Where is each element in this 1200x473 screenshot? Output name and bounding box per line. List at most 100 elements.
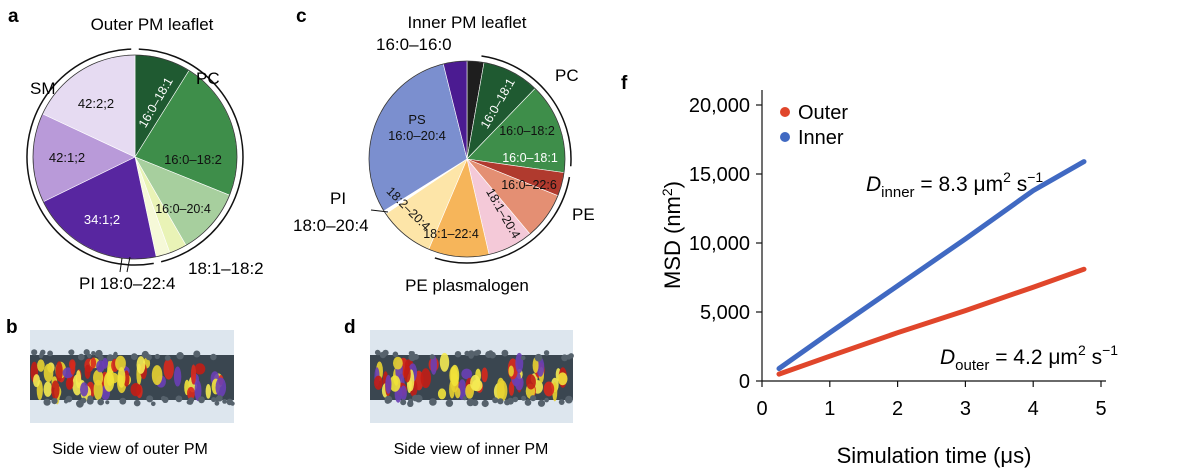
y-axis-label: MSD (nm2) xyxy=(659,181,685,289)
pie-c-slice-label-4: 16:0–22:6 xyxy=(501,178,557,192)
pie-a-outline xyxy=(32,54,238,260)
membrane-b-headgroup xyxy=(43,398,51,406)
pie-c-label-pi-line1: PI xyxy=(330,189,346,208)
membrane-d-lipid xyxy=(454,387,461,399)
pie-c-label-pe: PE xyxy=(572,205,595,224)
membrane-b-lipid xyxy=(43,363,54,383)
membrane-b-headgroup xyxy=(146,395,154,403)
membrane-b-headgroup xyxy=(76,399,84,408)
equation-inner: Dinner = 8.3 μm2 s−1 xyxy=(866,169,1043,201)
membrane-d-lipid xyxy=(472,379,483,392)
membrane-b-headgroup xyxy=(188,397,195,403)
membrane-b-lipid xyxy=(51,380,60,400)
legend-inner-marker xyxy=(780,132,790,142)
membrane-d-headgroup xyxy=(501,349,509,357)
membrane-d-lipid xyxy=(543,381,555,397)
membrane-b-headgroup xyxy=(83,349,90,356)
membrane-d-headgroup xyxy=(412,353,419,360)
membrane-b-headgroup xyxy=(145,354,152,361)
membrane-b-headgroup xyxy=(113,351,118,357)
inner-leaflet-pie: 16:0–18:116:0–18:216:0–18:116:0–22:618:1… xyxy=(368,55,572,264)
panel-f-letter: f xyxy=(621,73,628,94)
membrane-d-headgroup xyxy=(520,355,526,361)
membrane-b-headgroup xyxy=(78,353,85,361)
membrane-b-lipid xyxy=(84,364,91,379)
membrane-b-lipid xyxy=(43,381,53,397)
legend-inner-label: Inner xyxy=(798,127,844,149)
membrane-d-headgroup xyxy=(537,399,546,407)
membrane-d-lipid xyxy=(385,374,392,394)
membrane-d-lipid xyxy=(508,381,515,396)
membrane-d-headgroup xyxy=(530,395,537,402)
membrane-b-headgroup xyxy=(106,354,114,362)
series-line-outer xyxy=(776,266,1087,377)
membrane-b-headgroup xyxy=(95,349,103,358)
panel-d-letter: d xyxy=(344,317,356,338)
membrane-b-headgroup xyxy=(164,355,171,361)
membrane-d-lipid xyxy=(420,368,431,389)
membrane-d-headgroup xyxy=(521,395,527,401)
y-tick-label: 15,000 xyxy=(689,164,750,186)
x-tick-label: 3 xyxy=(960,398,971,420)
membrane-d-headgroup xyxy=(384,395,393,404)
membrane-b-lipid xyxy=(117,367,126,388)
membrane-b-lipid xyxy=(115,355,126,371)
membrane-b-headgroup xyxy=(47,350,53,357)
membrane-d-headgroup xyxy=(566,354,572,360)
membrane-d-lipid xyxy=(393,356,403,370)
membrane-b-lipid xyxy=(65,377,74,390)
pie-a-slice-label-6: 42:1;2 xyxy=(49,150,85,165)
panel-a-title: Outer PM leaflet xyxy=(91,15,214,34)
membrane-d-headgroup xyxy=(534,353,543,362)
membrane-b-headgroup xyxy=(38,354,43,359)
y-tick-label: 0 xyxy=(739,371,750,393)
membrane-d-lipid xyxy=(403,365,411,383)
pie-a-label-sm: SM xyxy=(30,79,56,98)
equation-outer: Douter = 4.2 μm2 s−1 xyxy=(940,342,1118,374)
membrane-b-lipid xyxy=(205,384,211,399)
membrane-b-headgroup xyxy=(154,353,160,360)
membrane-d-headgroup xyxy=(467,350,475,358)
membrane-d-lipid xyxy=(526,374,536,390)
panel-c-title: Inner PM leaflet xyxy=(407,13,526,32)
membrane-b-lipid xyxy=(194,363,206,375)
pie-c-label-pi-line2: 18:0–20:4 xyxy=(293,216,369,235)
membrane-b-lipid xyxy=(151,365,163,386)
membrane-b-headgroup xyxy=(133,399,141,407)
outer-membrane-image xyxy=(30,330,235,423)
membrane-d-lipid xyxy=(532,357,539,374)
membrane-b-headgroup xyxy=(91,351,96,356)
panel-a-letter: a xyxy=(8,6,19,27)
pie-c-outline xyxy=(368,60,566,258)
membrane-d-lipid xyxy=(374,375,383,390)
membrane-d-headgroup xyxy=(512,396,519,403)
pie-a-slice-label-1: 16:0–18:2 xyxy=(164,152,222,167)
membrane-d-headgroup xyxy=(462,396,467,401)
membrane-d-headgroup xyxy=(561,354,568,362)
membrane-b-headgroup xyxy=(217,397,222,402)
membrane-d-headgroup xyxy=(454,351,462,358)
membrane-d-lipid xyxy=(508,365,514,377)
pie-a-class-arc-1 xyxy=(26,48,154,266)
membrane-b-headgroup xyxy=(175,395,183,403)
x-tick-label: 5 xyxy=(1095,398,1106,420)
membrane-b-lipid xyxy=(163,358,174,380)
pie-a-class-arc-0 xyxy=(138,48,244,263)
membrane-d-headgroup xyxy=(412,394,419,402)
membrane-b-headgroup xyxy=(193,350,201,358)
membrane-d-lipid xyxy=(450,364,460,387)
panel-d-caption: Side view of inner PM xyxy=(394,441,549,458)
membrane-b-lipid xyxy=(75,370,82,389)
membrane-d-lipid xyxy=(430,355,438,375)
membrane-b-headgroup xyxy=(130,353,138,360)
membrane-b-headgroup xyxy=(162,396,169,403)
membrane-b-lipid xyxy=(103,372,115,392)
membrane-b-headgroup xyxy=(68,350,73,355)
membrane-d-headgroup xyxy=(445,399,454,407)
membrane-b-lipid xyxy=(187,386,195,400)
membrane-b-headgroup xyxy=(86,397,94,405)
membrane-b-headgroup xyxy=(63,399,69,404)
membrane-b-lipid xyxy=(194,380,202,402)
inner-membrane-image xyxy=(370,330,574,423)
